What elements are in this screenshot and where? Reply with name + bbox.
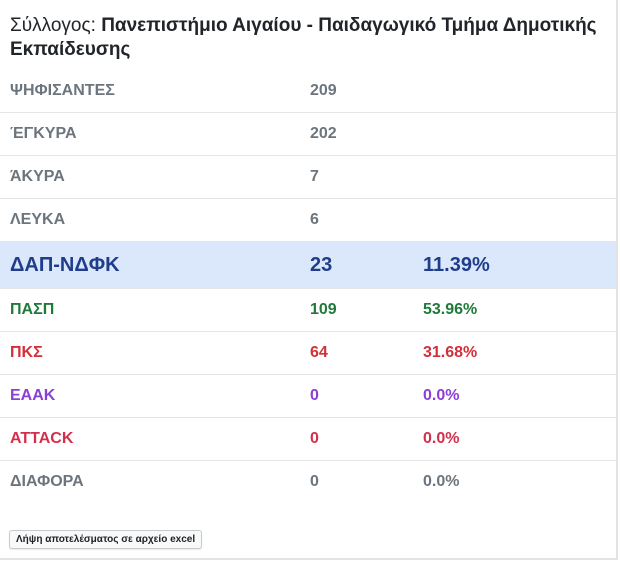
stat-label: ΈΓΚΥΡΑ <box>0 112 310 156</box>
download-excel-button[interactable]: Λήψη αποτελέσματος σε αρχείο excel <box>9 530 203 549</box>
stat-label: ΨΗΦΙΣΑΝΤΕΣ <box>10 82 115 99</box>
stat-label: ΆΚΥΡΑ <box>0 155 310 199</box>
stat-value: 7 <box>310 155 423 199</box>
party-name: ΔΑΠ-ΝΔΦΚ <box>0 241 310 289</box>
party-row-other: ΔΙΑΦΟΡΑ 0 0.0% <box>0 460 616 503</box>
stat-value: 209 <box>310 82 337 99</box>
club-name: Πανεπιστήμιο Αιγαίου - Παιδαγωγικό Τμήμα… <box>10 15 597 60</box>
party-row-dap: ΔΑΠ-ΝΔΦΚ 23 11.39% <box>0 241 616 289</box>
party-votes: 0 <box>310 460 423 503</box>
party-row-attack: ATTACK 0 0.0% <box>0 417 616 461</box>
party-percent: 0.0% <box>423 374 616 418</box>
club-label: Σύλλογος: <box>10 15 96 36</box>
stat-value: 202 <box>310 112 423 156</box>
party-row-eaak: ΕΑΑΚ 0 0.0% <box>0 374 616 418</box>
stat-row-invalid: ΆΚΥΡΑ 7 <box>0 155 616 199</box>
party-votes: 0 <box>310 374 423 418</box>
stat-row-voters: ΨΗΦΙΣΑΝΤΕΣ 209 <box>0 70 616 113</box>
stat-row-valid: ΈΓΚΥΡΑ 202 <box>0 112 616 156</box>
party-votes: 23 <box>310 241 423 289</box>
party-row-pks: ΠΚΣ 64 31.68% <box>0 331 616 375</box>
party-name: ATTACK <box>0 417 310 461</box>
party-votes: 64 <box>310 331 423 375</box>
party-percent: 31.68% <box>423 331 616 375</box>
party-name: ΔΙΑΦΟΡΑ <box>0 460 310 503</box>
party-row-pasp: ΠΑΣΠ 109 53.96% <box>0 288 616 332</box>
party-percent: 11.39% <box>423 241 616 289</box>
party-name: ΠΑΣΠ <box>0 288 310 332</box>
stat-row-blank: ΛΕΥΚΑ 6 <box>0 198 616 242</box>
party-votes: 109 <box>310 288 423 332</box>
party-name: ΠΚΣ <box>0 331 310 375</box>
party-percent: 0.0% <box>423 460 616 503</box>
party-votes: 0 <box>310 417 423 461</box>
page-title: Σύλλογος: Πανεπιστήμιο Αιγαίου - Παιδαγω… <box>0 0 616 64</box>
party-percent: 0.0% <box>423 417 616 461</box>
results-table: ΨΗΦΙΣΑΝΤΕΣ 209 ΈΓΚΥΡΑ 202 ΆΚΥΡΑ 7 ΛΕΥΚΑ … <box>0 70 616 503</box>
stat-label: ΛΕΥΚΑ <box>0 198 310 242</box>
party-percent: 53.96% <box>423 288 616 332</box>
party-name: ΕΑΑΚ <box>0 374 310 418</box>
stat-value: 6 <box>310 198 423 242</box>
